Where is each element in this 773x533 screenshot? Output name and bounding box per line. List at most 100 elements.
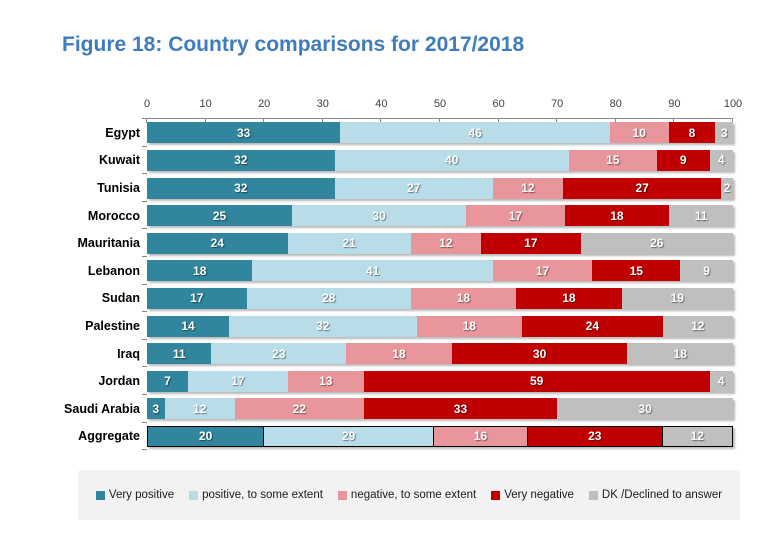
bar-segment: 26	[580, 232, 733, 254]
x-tick-label: 80	[609, 98, 622, 110]
bar-segment-label: 29	[341, 429, 356, 444]
bar-segment-label: 17	[535, 263, 550, 278]
bar-segment: 15	[592, 260, 681, 282]
bar-segment: 18	[416, 315, 523, 337]
bar-segment: 40	[334, 149, 569, 171]
y-tick	[142, 173, 147, 175]
x-tick	[263, 119, 265, 123]
bar-segment: 16	[434, 425, 528, 447]
bar-segment: 20	[147, 425, 265, 447]
y-tick	[142, 256, 147, 257]
bar-segment: 41	[252, 260, 493, 282]
x-tick-label: 0	[143, 98, 151, 110]
y-tick	[142, 366, 147, 368]
y-tick	[142, 311, 147, 313]
y-tick	[142, 228, 147, 230]
bar-segment: 9	[656, 149, 710, 171]
bar-segment-label: 12	[690, 429, 704, 444]
bar-segment-label: 3	[720, 125, 728, 140]
bar-segment: 17	[188, 370, 288, 392]
bar-segment: 3	[715, 122, 733, 144]
legend-swatch	[588, 490, 598, 500]
bar-segment-label: 18	[392, 346, 406, 361]
bar-segment: 23	[527, 425, 663, 447]
bar-segment-label: 17	[231, 374, 245, 389]
bar-segment-label: 9	[679, 153, 687, 168]
bar-segment-label: 23	[588, 429, 602, 444]
y-tick	[142, 394, 147, 395]
bar-segment: 32	[147, 149, 335, 171]
bar-segment-label: 18	[193, 263, 207, 278]
y-tick	[142, 449, 147, 451]
bar-segment-label: 17	[524, 236, 538, 251]
country-label: Jordan	[98, 374, 140, 389]
country-label: Saudi Arabia	[64, 401, 140, 416]
bar-segment-label: 10	[632, 125, 646, 140]
bar-segment: 33	[147, 122, 341, 144]
bar-segment: 18	[516, 287, 622, 309]
bar-segment: 17	[480, 232, 581, 254]
bar-segment: 15	[568, 149, 657, 171]
bar-segment-label: 15	[629, 263, 643, 278]
bar-segment: 23	[211, 343, 347, 365]
bar-segment-label: 19	[670, 291, 684, 306]
x-tick	[732, 119, 733, 123]
country-label: Tunisia	[97, 181, 140, 195]
y-tick	[142, 118, 147, 119]
bar-segment: 18	[627, 343, 733, 365]
bar-segment: 13	[287, 370, 364, 392]
x-tick	[439, 119, 440, 123]
bar-segment-label: 17	[190, 291, 204, 306]
legend-label: positive, to some extent	[202, 489, 323, 501]
legend-item: Very positive	[95, 489, 174, 501]
bar-segment-label: 46	[468, 125, 482, 140]
x-tick-label: 40	[375, 98, 388, 110]
bar-segment: 27	[334, 177, 493, 199]
x-tick	[204, 119, 206, 123]
bar-segment-label: 15	[606, 153, 620, 168]
bar-row: 17 28 18 18 19	[147, 287, 733, 309]
bar-segment-label: 18	[673, 346, 687, 361]
bar-segment-label: 4	[717, 374, 725, 389]
bar-segment-label: 33	[237, 125, 251, 140]
bar-row: 11 23 18 30 18	[147, 343, 733, 365]
bar-segment: 24	[522, 315, 663, 337]
bar-segment: 19	[621, 287, 733, 309]
bar-row: 14 32 18 24 12	[147, 315, 733, 337]
country-label: Mauritania	[77, 236, 140, 251]
bar-row: 33 46 10 8 3	[147, 122, 733, 144]
bar-segment-label: 18	[462, 319, 476, 333]
x-tick-label: 60	[492, 98, 505, 110]
y-tick	[142, 145, 147, 147]
bar-row: 20 29 16 23 12	[147, 425, 733, 447]
legend-label: Very negative	[504, 489, 574, 501]
bar-segment-label: 14	[181, 319, 195, 333]
bar-segment-label: 12	[521, 181, 535, 195]
x-tick-label: 20	[258, 98, 271, 110]
y-tick	[142, 200, 147, 202]
bar-segment-label: 18	[456, 291, 471, 306]
x-tick-label: 10	[199, 98, 212, 110]
y-tick	[142, 283, 147, 285]
legend-label: DK /Declined to answer	[601, 489, 723, 501]
bar-segment-label: 32	[234, 181, 248, 195]
bar-segment: 14	[147, 315, 230, 337]
bar-segment-label: 11	[694, 208, 708, 223]
bar-segment-label: 24	[585, 319, 599, 333]
legend-swatch	[189, 490, 199, 500]
x-tick	[321, 119, 323, 123]
bar-segment: 17	[147, 287, 247, 309]
bar-segment: 33	[363, 398, 558, 420]
bar-segment: 32	[229, 315, 417, 337]
x-tick	[146, 119, 147, 123]
bar-segment: 2	[721, 177, 733, 199]
bar-segment: 29	[264, 425, 435, 447]
x-tick	[380, 119, 382, 123]
bar-segment-label: 18	[610, 208, 624, 223]
bar-segment-label: 40	[445, 153, 459, 168]
bar-row: 32 27 12 27 2	[147, 177, 733, 199]
bar-segment: 11	[669, 205, 733, 227]
x-tick-label: 30	[316, 98, 329, 110]
bar-segment-label: 12	[691, 319, 705, 333]
bar-segment: 27	[563, 177, 722, 199]
